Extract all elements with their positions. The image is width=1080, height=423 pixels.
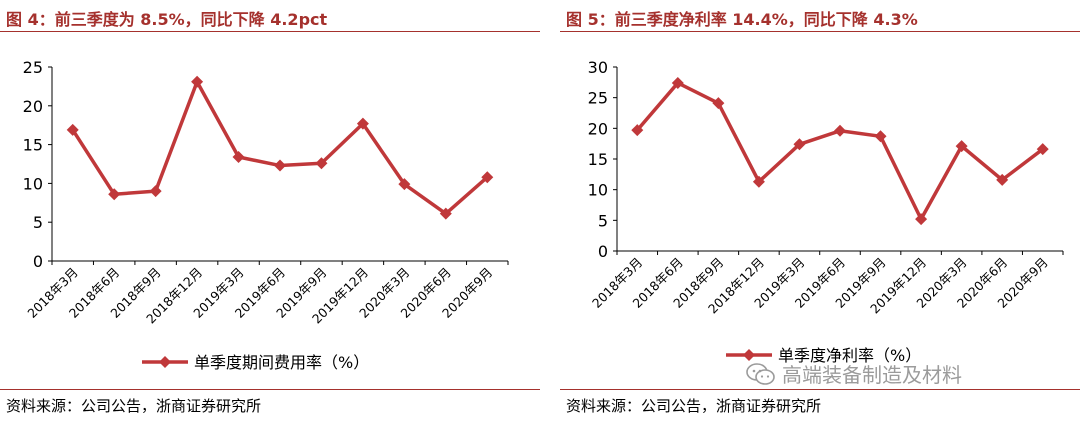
data-point	[915, 213, 928, 226]
right-figure-title: 图 5：前三季度净利率 14.4%，同比下降 4.3%	[566, 10, 918, 29]
legend-label: 单季度期间费用率（%）	[194, 353, 369, 372]
data-point	[191, 75, 204, 88]
y-tick-label: 25	[23, 58, 43, 77]
right-bottom-divider	[560, 389, 1080, 390]
legend-label: 单季度净利率（%）	[778, 346, 921, 365]
left-source-note: 资料来源：公司公告，浙商证券研究所	[6, 397, 262, 415]
y-tick-label: 0	[598, 242, 608, 261]
data-point	[712, 97, 725, 110]
y-tick-label: 5	[33, 213, 43, 232]
legend-swatch-marker	[743, 349, 755, 361]
data-point	[631, 124, 644, 137]
left-bottom-divider	[0, 389, 540, 390]
data-point	[671, 76, 684, 89]
data-point	[108, 188, 121, 201]
right-figure: 图 5：前三季度净利率 14.4%，同比下降 4.3% 0 5 10 15 20 25 30…	[560, 0, 1080, 423]
series-line	[635, 81, 1044, 221]
data-point	[439, 207, 452, 220]
data-point	[481, 171, 494, 184]
watermark-text: 高端装备制造及材料	[782, 363, 962, 387]
y-tick-label: 20	[588, 119, 608, 138]
left-line-chart: 05101520252018年3月2018年6月2018年9月2018年12月2…	[23, 58, 509, 372]
series-line	[71, 79, 489, 216]
data-point	[955, 140, 968, 153]
data-point	[315, 157, 328, 170]
data-point	[834, 124, 846, 137]
data-point	[1036, 143, 1049, 156]
data-point	[793, 138, 806, 151]
y-tick-label: 15	[23, 136, 43, 155]
y-tick-label: 30	[588, 58, 608, 77]
data-point	[66, 123, 79, 136]
y-tick-label: 20	[23, 97, 43, 116]
data-point	[398, 178, 411, 191]
legend-swatch-marker	[159, 356, 171, 368]
data-point	[874, 130, 887, 143]
left-title-divider	[0, 31, 540, 32]
y-tick-label: 0	[33, 252, 43, 271]
data-point	[274, 159, 286, 172]
data-point	[232, 151, 245, 164]
right-title-divider	[560, 31, 1080, 32]
data-point	[996, 173, 1009, 186]
wechat-icon	[746, 362, 775, 385]
watermark: 高端装备制造及材料	[746, 359, 962, 388]
y-tick-label: 15	[588, 150, 608, 169]
data-point	[356, 117, 369, 130]
y-tick-label: 25	[588, 89, 608, 108]
y-tick-label: 5	[598, 211, 608, 230]
y-tick-label: 10	[588, 181, 608, 200]
data-point	[149, 185, 162, 198]
right-line-chart: 0510152025302018年3月2018年6月2018年9月2018年12…	[588, 58, 1064, 365]
y-tick-label: 10	[23, 174, 43, 193]
left-figure-title: 图 4：前三季度为 8.5%，同比下降 4.2pct	[6, 10, 328, 29]
right-source-note: 资料来源：公司公告，浙商证券研究所	[566, 397, 822, 415]
left-figure: 图 4：前三季度为 8.5%，同比下降 4.2pct 0 5 10 15 20 25 201…	[0, 10, 540, 415]
data-point	[752, 175, 765, 188]
